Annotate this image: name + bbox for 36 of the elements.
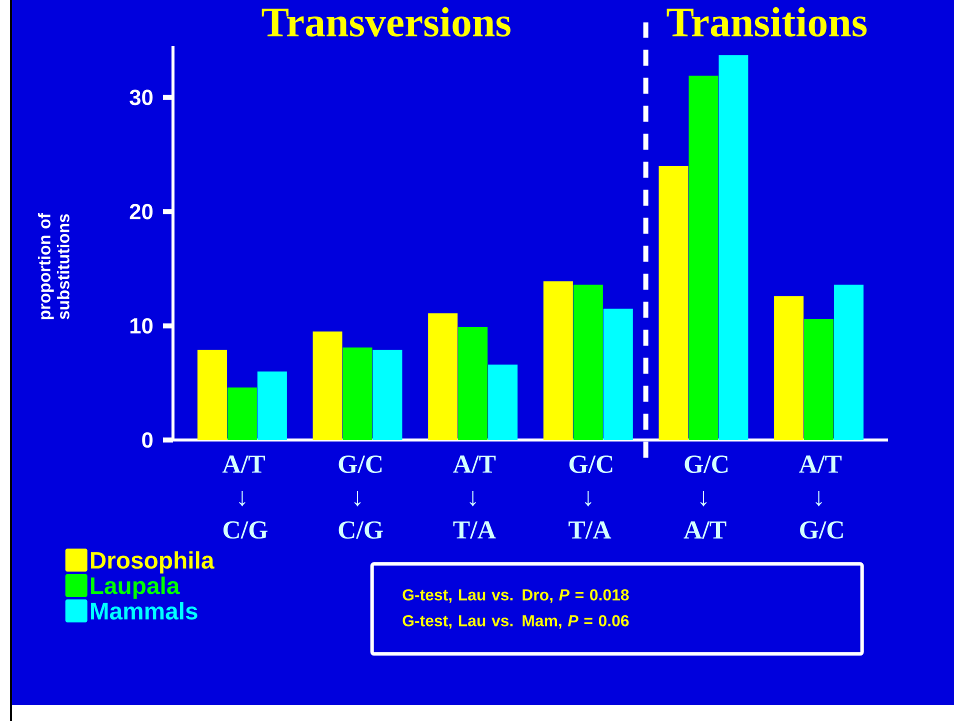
legend-label: Drosophila	[90, 551, 214, 574]
text: G-test, Lau vs. Mam, P = 0.06	[402, 615, 629, 629]
bar	[227, 388, 257, 440]
text: Transitions	[666, 7, 867, 37]
bar	[573, 284, 603, 440]
x-tick-label: A/T ↓ G/C	[799, 456, 843, 539]
x-tick-label: G/C ↓ C/G	[338, 456, 383, 539]
bar	[834, 284, 864, 440]
bar	[428, 313, 458, 440]
x-tick-label: G/C ↓ A/T	[684, 456, 728, 539]
x-tick-label: A/T ↓ T/A	[453, 456, 496, 539]
legend-label: Mammals	[90, 602, 198, 620]
bar	[718, 55, 748, 440]
bar	[342, 348, 372, 440]
x-tick-label: G/C ↓ T/A	[568, 456, 612, 539]
legend-label: Laupala	[90, 576, 180, 599]
bar	[257, 372, 287, 440]
bar	[603, 308, 633, 440]
bar	[312, 332, 342, 440]
bar	[804, 318, 834, 440]
y-tick-label: 0	[142, 432, 153, 448]
y-axis-title: proportion of substitutions	[38, 213, 70, 320]
x-tick-label: A/T ↓ C/G	[222, 456, 268, 539]
bar	[197, 350, 227, 440]
y-tick-label: 30	[130, 90, 153, 106]
bar	[688, 76, 718, 440]
text: G-test, Lau vs. Dro, P = 0.018	[402, 589, 629, 603]
bar	[372, 350, 402, 440]
bar	[488, 364, 518, 440]
y-tick-label: 20	[130, 204, 153, 220]
bar	[774, 296, 804, 440]
y-tick-label: 10	[130, 318, 153, 334]
text: Transversions	[262, 7, 510, 37]
bar	[543, 281, 573, 440]
bar	[458, 326, 488, 440]
bar	[658, 166, 688, 440]
